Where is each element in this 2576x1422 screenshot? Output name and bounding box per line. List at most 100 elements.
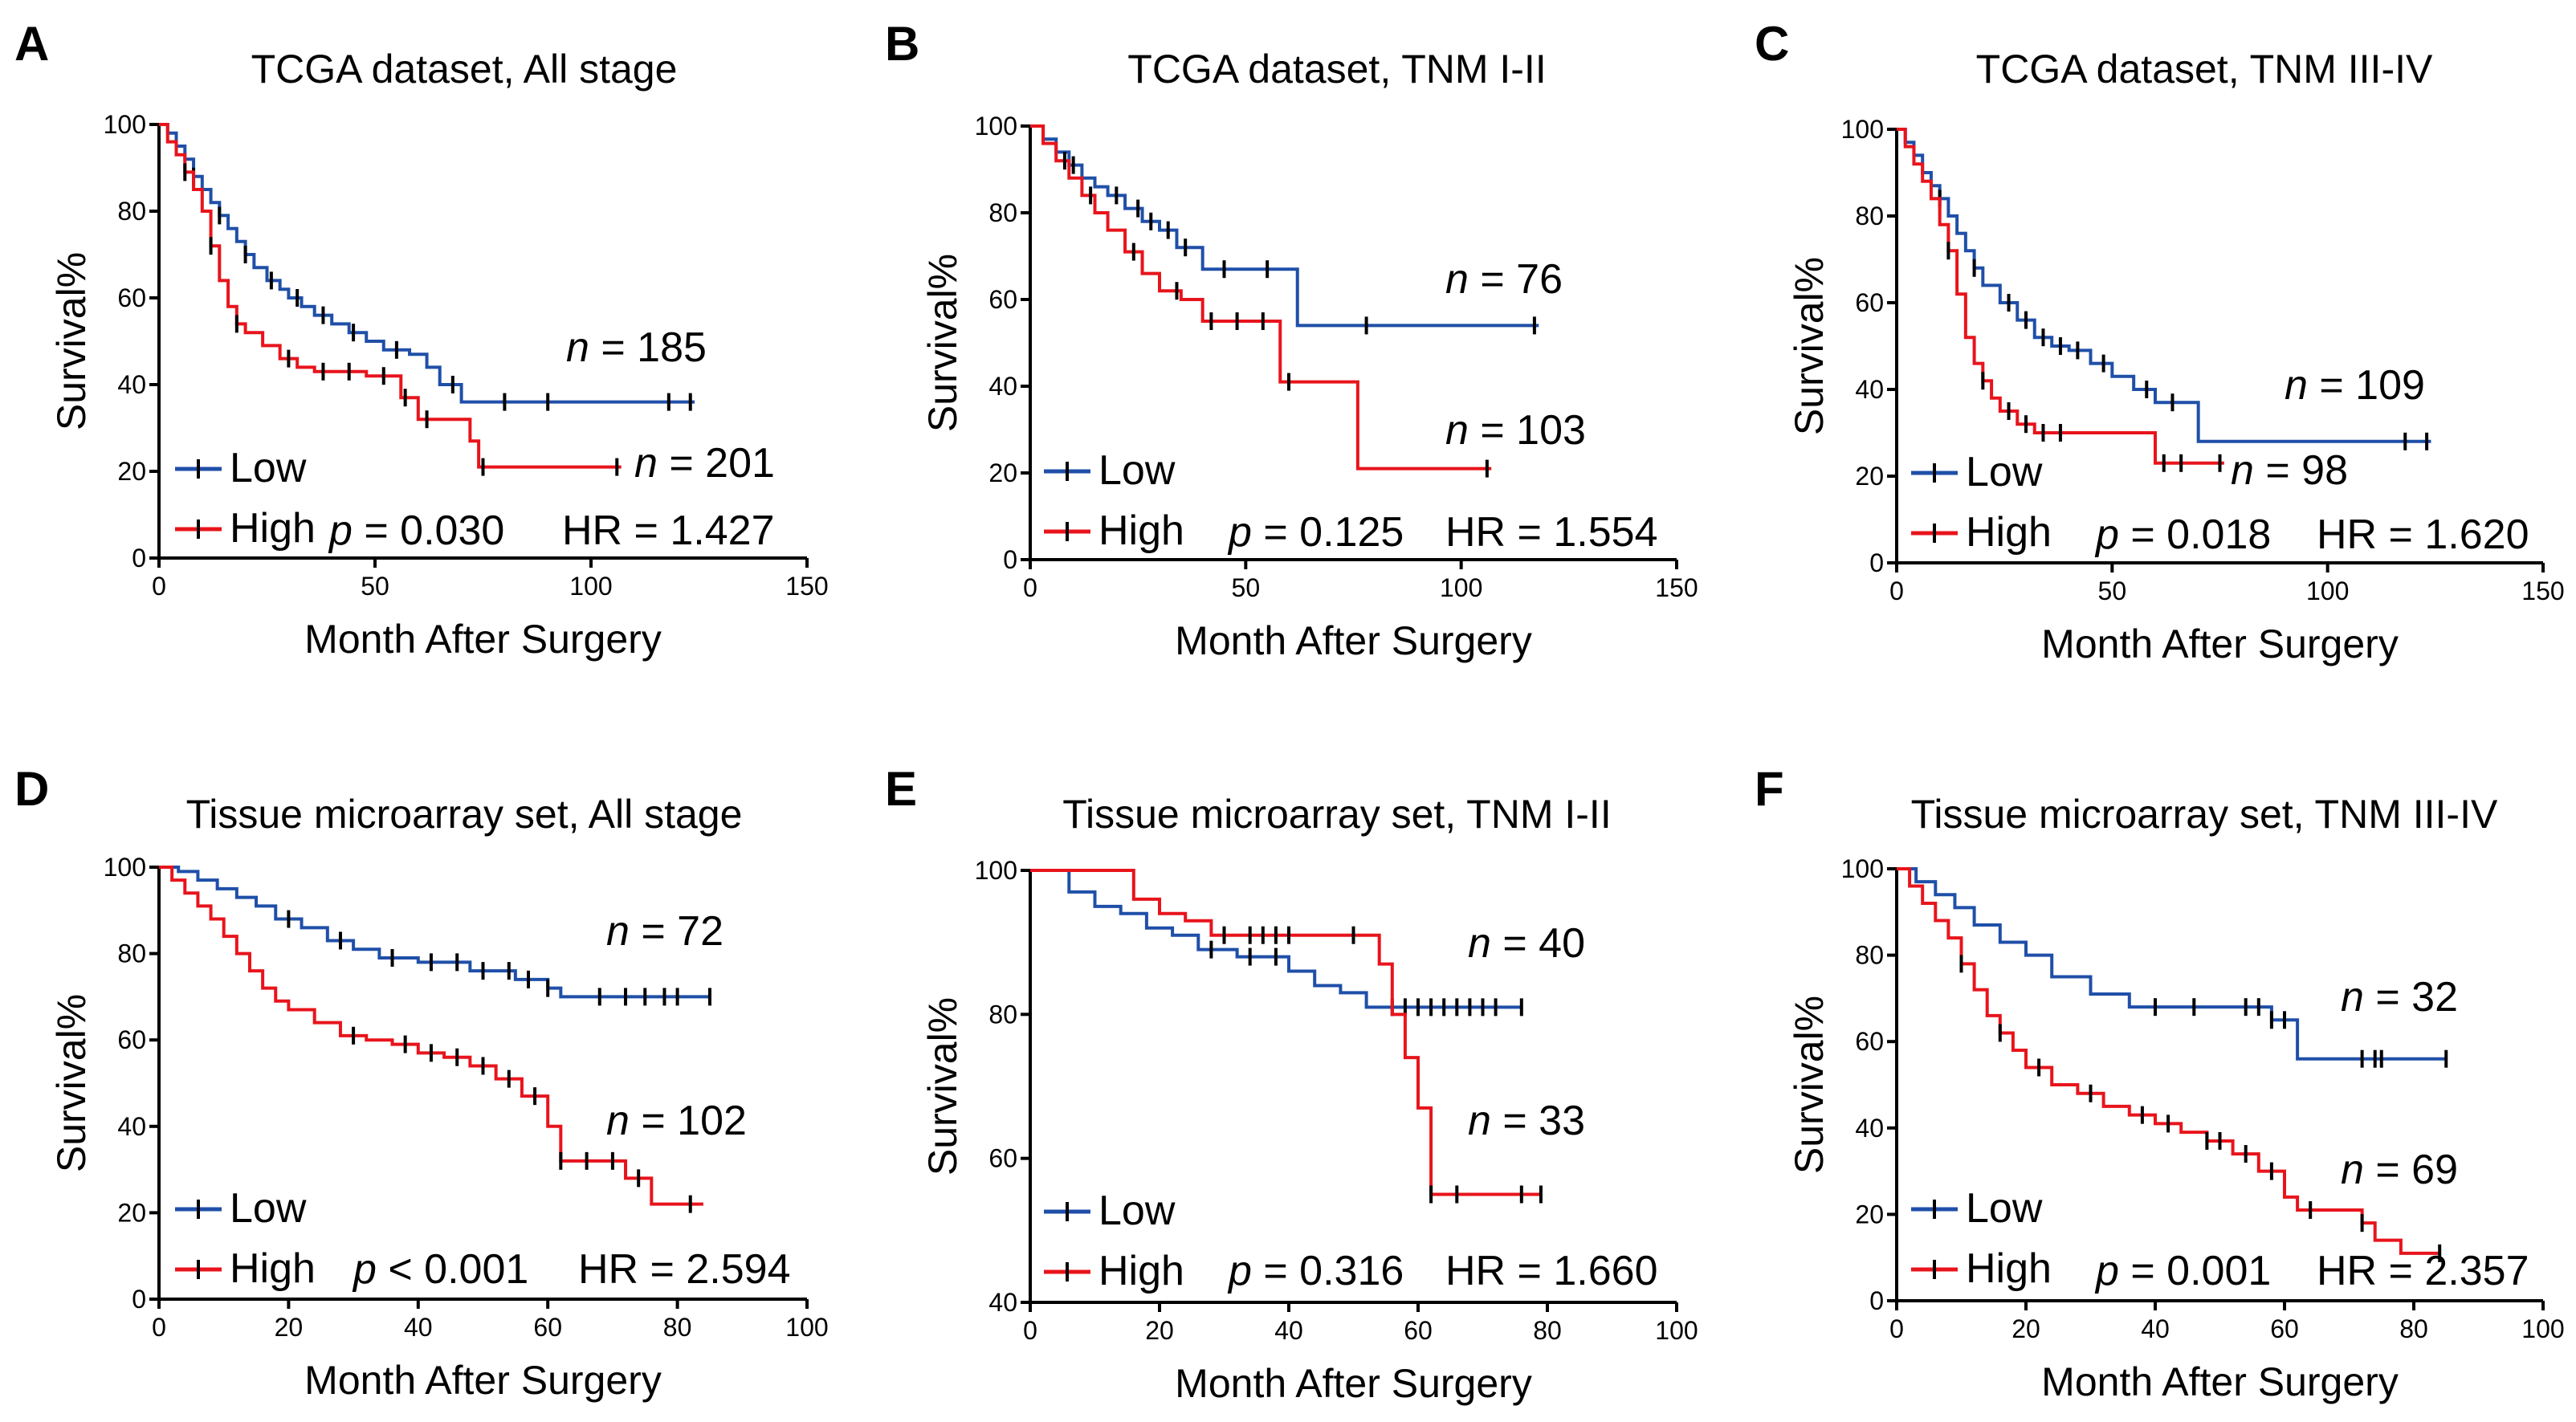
series-high: n = 102 — [159, 866, 747, 1213]
series-low: n = 76 — [1030, 124, 1563, 335]
legend-label: Low — [1966, 449, 2043, 495]
y-tick-label: 20 — [988, 458, 1017, 487]
n-label-low: n = 32 — [2341, 974, 2458, 1021]
y-tick-label: 60 — [1855, 288, 1884, 317]
y-tick-label: 80 — [117, 939, 146, 968]
y-tick-label: 40 — [117, 370, 146, 399]
chart-title: Tissue microarray set, All stage — [186, 792, 743, 837]
legend-label: High — [230, 505, 316, 552]
n-label-high: n = 201 — [634, 440, 775, 487]
y-tick-label: 100 — [104, 853, 146, 882]
legend-item-low: Low — [1911, 449, 2043, 495]
y-tick-label: 0 — [1003, 545, 1017, 574]
n-value: = 102 — [630, 1098, 747, 1144]
p-value-label: p = 0.018 — [2094, 511, 2271, 558]
panel-letter: F — [1755, 762, 1784, 816]
legend-item-high: High — [175, 505, 316, 552]
series-high: n = 69 — [1897, 867, 2458, 1262]
x-tick-label: 0 — [1889, 1314, 1904, 1343]
legend-item-high: High — [1911, 1245, 2052, 1292]
hazard-ratio-label: HR = 2.594 — [578, 1246, 791, 1293]
p-symbol: p — [328, 507, 353, 554]
y-tick-label: 20 — [117, 457, 146, 486]
y-tick-label: 0 — [132, 1285, 146, 1314]
chart-title: Tissue microarray set, TNM I-II — [1062, 792, 1611, 837]
legend-item-low: Low — [1044, 1188, 1176, 1234]
p-value: < 0.001 — [377, 1246, 528, 1293]
series-high: n = 98 — [1897, 128, 2348, 494]
x-tick-label: 0 — [1889, 577, 1904, 605]
legend-label: High — [1098, 1248, 1184, 1294]
n-symbol: n — [1445, 256, 1469, 303]
n-label-high: n = 103 — [1445, 407, 1586, 454]
x-tick-label: 60 — [533, 1313, 562, 1342]
y-tick-label: 20 — [117, 1198, 146, 1227]
x-tick-label: 20 — [2011, 1314, 2040, 1343]
legend-item-low: Low — [175, 445, 307, 491]
curve-low — [1030, 124, 1539, 328]
chart-title: Tissue microarray set, TNM III-IV — [1911, 792, 2498, 837]
x-tick-label: 100 — [569, 572, 612, 601]
legend-item-low: Low — [1911, 1185, 2043, 1232]
y-tick-label: 40 — [988, 372, 1017, 401]
y-tick-label: 40 — [117, 1112, 146, 1141]
n-value: = 76 — [1469, 256, 1563, 303]
legend-label: Low — [230, 445, 307, 491]
x-tick-label: 80 — [663, 1313, 692, 1342]
x-tick-label: 100 — [785, 1313, 828, 1342]
panel-b: B TCGA dataset, TNM I-II 0 50 100 150 0 20 40 60 8… — [885, 17, 1698, 663]
curve-high — [1897, 128, 2224, 465]
x-tick-label: 150 — [785, 572, 828, 601]
y-tick-label: 20 — [1855, 1200, 1884, 1228]
legend-label: Low — [1098, 1188, 1176, 1234]
x-tick-label: 20 — [275, 1313, 304, 1342]
n-symbol: n — [2341, 1147, 2364, 1193]
p-symbol: p — [1227, 509, 1252, 556]
legend-label: High — [1098, 507, 1184, 554]
x-tick-label: 80 — [1533, 1316, 1562, 1345]
y-axis-label: Survival% — [920, 254, 965, 432]
n-value: = 201 — [658, 440, 775, 487]
n-symbol: n — [2285, 362, 2308, 409]
y-tick-label: 100 — [1841, 854, 1884, 883]
hazard-ratio-label: HR = 2.357 — [2317, 1248, 2529, 1294]
n-symbol: n — [606, 908, 630, 955]
y-tick-label: 100 — [975, 856, 1017, 885]
n-value: = 32 — [2364, 974, 2458, 1021]
n-symbol: n — [1468, 1098, 1491, 1144]
panel-a: A TCGA dataset, All stage 0 50 100 150 0 20 40 60… — [14, 17, 829, 662]
series-high: n = 103 — [1030, 124, 1586, 478]
y-tick-label: 0 — [1869, 548, 1884, 577]
hazard-ratio-label: HR = 1.554 — [1445, 509, 1658, 556]
x-tick-label: 80 — [2399, 1314, 2428, 1343]
panel-f: F Tissue microarray set, TNM III-IV 0 20 40 6… — [1755, 762, 2565, 1404]
y-axis-label: Survival% — [49, 994, 94, 1172]
curve-high — [1030, 124, 1492, 471]
n-label-high: n = 69 — [2341, 1147, 2458, 1193]
y-tick-label: 60 — [988, 1144, 1017, 1173]
y-tick-label: 100 — [104, 110, 146, 139]
x-tick-label: 20 — [1145, 1316, 1174, 1345]
series-high: n = 201 — [159, 123, 775, 487]
n-symbol: n — [606, 1098, 630, 1144]
y-tick-label: 40 — [1855, 375, 1884, 404]
p-value-label: p = 0.125 — [1227, 509, 1404, 556]
n-symbol: n — [634, 440, 658, 487]
n-value: = 185 — [589, 324, 707, 371]
x-axis-label: Month After Surgery — [304, 617, 662, 662]
y-tick-label: 60 — [117, 283, 146, 312]
x-tick-label: 40 — [1274, 1316, 1303, 1345]
x-axis-label: Month After Surgery — [304, 1358, 662, 1403]
legend-label: High — [1966, 509, 2052, 556]
legend-item-high: High — [1044, 507, 1184, 554]
p-value: = 0.018 — [2119, 511, 2271, 558]
legend-label: Low — [1098, 447, 1176, 494]
x-tick-label: 50 — [361, 572, 389, 601]
y-axis-label: Survival% — [920, 997, 965, 1175]
x-axis-label: Month After Surgery — [2041, 621, 2399, 666]
chart-title: TCGA dataset, TNM I-II — [1127, 47, 1546, 92]
n-value: = 72 — [630, 908, 723, 955]
panel-letter: D — [14, 762, 49, 816]
hazard-ratio-label: HR = 1.620 — [2317, 511, 2529, 558]
